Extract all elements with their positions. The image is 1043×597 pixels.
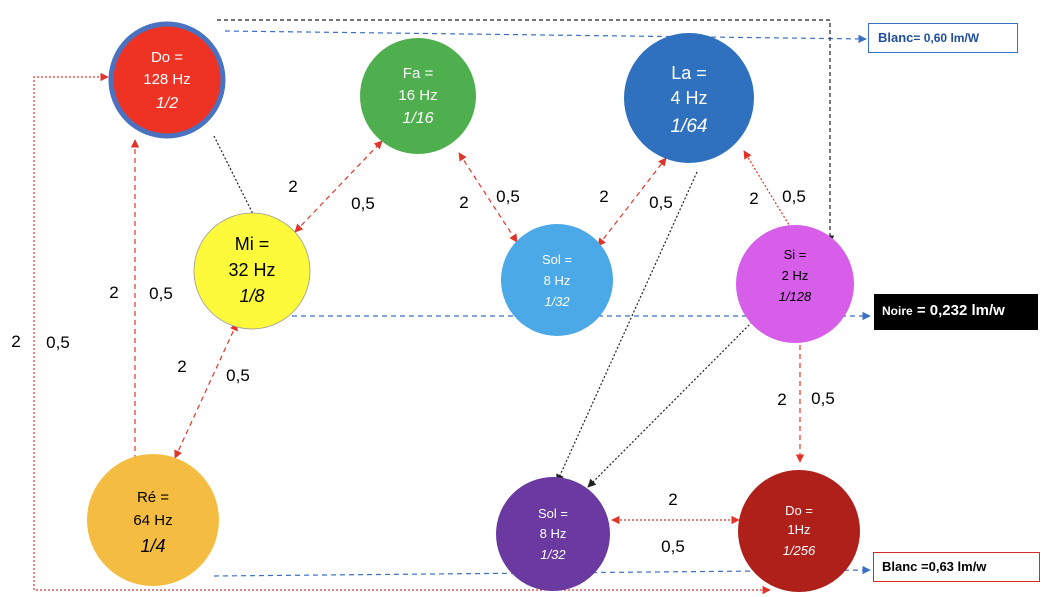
legend-word: Noire <box>882 304 913 318</box>
node-freq: 128 Hz <box>143 71 191 88</box>
legend-blanc-top: Blanc= 0,60 lm/W <box>868 23 1018 53</box>
node-sol-bottom: Sol = 8 Hz 1/32 <box>496 477 610 591</box>
ratio-label: 2 <box>668 490 677 509</box>
node-freq: 8 Hz <box>540 526 567 541</box>
node-frac: 1/128 <box>779 289 812 304</box>
ratio-label: 2 <box>599 187 608 206</box>
ratio-label: 0,5 <box>149 284 173 303</box>
ratio-label: 0,5 <box>226 366 250 385</box>
ratio-label: 2 <box>459 193 468 212</box>
ratio-label: 2 <box>11 332 20 351</box>
node-name: Sol = <box>542 252 572 267</box>
node-frac: 1/8 <box>239 286 264 306</box>
node-re: Ré = 64 Hz 1/4 <box>87 454 219 586</box>
node-freq: 2 Hz <box>782 268 809 283</box>
node-mi: Mi = 32 Hz 1/8 <box>193 212 311 330</box>
node-frac: 1/256 <box>783 543 816 558</box>
ratio-label: 0,5 <box>351 194 375 213</box>
ratio-label: 2 <box>109 283 118 302</box>
node-freq: 16 Hz <box>398 87 437 104</box>
node-name: Do = <box>151 49 183 66</box>
node-frac: 1/64 <box>671 116 708 137</box>
node-name: Do = <box>785 503 813 518</box>
ratio-label: 2 <box>749 189 758 208</box>
node-name: Si = <box>784 247 807 262</box>
legend-text: Blanc =0,63 lm/w <box>882 559 987 574</box>
node-circle <box>496 477 610 591</box>
ratio-label: 0,5 <box>649 193 673 212</box>
ratio-label: 0,5 <box>496 187 520 206</box>
node-freq: 64 Hz <box>133 512 172 529</box>
ratio-label: 0,5 <box>46 333 70 352</box>
node-circle <box>624 33 754 163</box>
ratio-label: 0,5 <box>661 537 685 556</box>
legend-value: = 0,232 lm/w <box>912 302 1005 319</box>
node-freq: 32 Hz <box>228 260 275 280</box>
node-circle <box>193 212 311 330</box>
node-sol-top: Sol = 8 Hz 1/32 <box>501 224 613 336</box>
arrow-do-to-mi <box>213 135 258 223</box>
node-circle <box>87 454 219 586</box>
ratio-label: 2 <box>177 357 186 376</box>
arrow-si-to-sol-bottom <box>587 321 753 488</box>
arrow-outer-loop <box>33 72 771 595</box>
node-name: Mi = <box>235 234 270 254</box>
node-name: Ré = <box>137 489 169 506</box>
node-fa: Fa = 16 Hz 1/16 <box>360 38 476 154</box>
ratio-label: 0,5 <box>811 389 835 408</box>
node-si: Si = 2 Hz 1/128 <box>736 225 854 343</box>
legend-word: Blanc <box>878 30 914 45</box>
node-freq: 8 Hz <box>544 273 571 288</box>
ratio-labels: 2 0,5 2 0,5 2 0,5 2 0,5 2 0,5 2 0,5 2 0,… <box>11 177 835 556</box>
node-do-bottom: Do = 1Hz 1/256 <box>738 470 860 592</box>
ratio-label: 2 <box>777 390 786 409</box>
legend-noire: Noire = 0,232 lm/w <box>874 294 1038 330</box>
legend-value: = 0,60 lm/W <box>913 31 980 45</box>
node-circle <box>736 225 854 343</box>
node-name: Sol = <box>538 506 568 521</box>
node-do-top: Do = 128 Hz 1/2 <box>108 21 226 139</box>
node-la: La = 4 Hz 1/64 <box>624 33 754 163</box>
node-name: Fa = <box>403 65 434 82</box>
ratio-label: 2 <box>288 177 297 196</box>
node-frac: 1/2 <box>156 95 178 112</box>
arrow-do-to-si <box>217 19 835 244</box>
node-circle <box>501 224 613 336</box>
node-freq: 4 Hz <box>670 88 707 108</box>
arrow-do-to-blanc-top <box>224 30 867 44</box>
arrow-mi-fa <box>294 140 383 233</box>
node-frac: 1/4 <box>140 536 165 556</box>
ratio-label: 0,5 <box>782 187 806 206</box>
legend-blanc-bottom: Blanc =0,63 lm/w <box>873 552 1040 582</box>
node-freq: 1Hz <box>787 522 810 537</box>
node-circle <box>738 470 860 592</box>
node-frac: 1/16 <box>402 110 433 127</box>
node-frac: 1/32 <box>544 294 570 309</box>
node-name: La = <box>671 63 707 83</box>
node-circle <box>360 38 476 154</box>
node-circle <box>108 21 226 139</box>
node-frac: 1/32 <box>540 547 566 562</box>
arrow-mi-re <box>174 322 238 459</box>
